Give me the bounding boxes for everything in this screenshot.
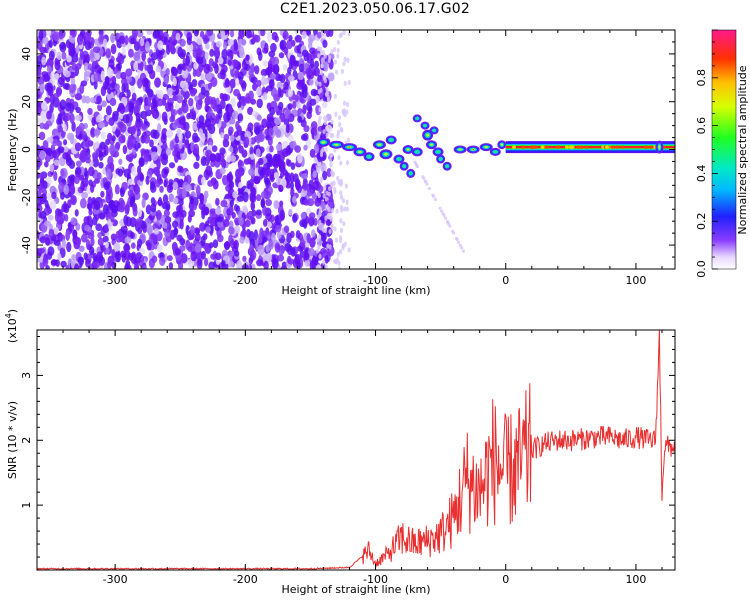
colorbar-tick-label: 0.0 (695, 260, 708, 278)
colorbar-tick-label: 0.2 (695, 212, 708, 230)
colorbar-tick-label: 0.6 (695, 117, 708, 135)
snr-frame (36, 329, 676, 571)
colorbar-tick-label: 0.4 (695, 165, 708, 183)
snr-xtick-label: -100 (363, 573, 388, 586)
colorbar-gradient (711, 29, 737, 270)
snr-ytick-label: 1 (20, 502, 33, 509)
snr-xtick-label: -200 (233, 573, 258, 586)
snr-xlabel: Height of straight line (km) (281, 583, 430, 596)
snr-scale-label: (x104) (4, 309, 19, 343)
spectrogram-ytick-label: 0 (20, 146, 33, 153)
snr-ylabel: SNR (10 * v/v) (6, 401, 19, 479)
spectrogram-xtick-label: -300 (103, 274, 128, 287)
snr-ytick-label: 3 (20, 372, 33, 379)
colorbar-tick-label: 0.8 (695, 69, 708, 87)
spectrogram-ytick-label: -40 (20, 236, 33, 254)
snr-panel: -300 -200 -100 0 100 1 2 3 Height of straight l… (4, 309, 676, 596)
spectrogram-heatmap (37, 30, 675, 269)
colorbar: 0.0 0.2 0.4 0.6 0.8 Normalized spectral ampl… (695, 29, 749, 278)
colorbar-label: Normalized spectral amplitude (736, 65, 749, 234)
snr-xtick-label: 100 (625, 573, 646, 586)
snr-series-line (37, 330, 675, 570)
figure-title: C2E1.2023.050.06.17.G02 (280, 1, 470, 17)
spectrogram-ylabel: Frequency (Hz) (6, 109, 19, 192)
snr-xtick-label: 0 (502, 573, 509, 586)
snr-xtick-label: -300 (103, 573, 128, 586)
spectrogram-xtick-label: -200 (233, 274, 258, 287)
snr-axes: -300 -200 -100 0 100 1 2 3 (20, 330, 675, 586)
spectrogram-ytick-label: 40 (20, 47, 33, 61)
spectrogram-xtick-label: -100 (363, 274, 388, 287)
spectrogram-ytick-label: -20 (20, 188, 33, 206)
spectrogram-xlabel: Height of straight line (km) (281, 284, 430, 297)
spectrogram-xtick-label: 100 (625, 274, 646, 287)
colorbar-ticks: 0.0 0.2 0.4 0.6 0.8 (695, 29, 718, 278)
snr-ytick-label: 2 (20, 437, 33, 444)
spectrogram-xtick-label: 0 (502, 274, 509, 287)
spectrogram-ytick-label: 20 (20, 95, 33, 109)
